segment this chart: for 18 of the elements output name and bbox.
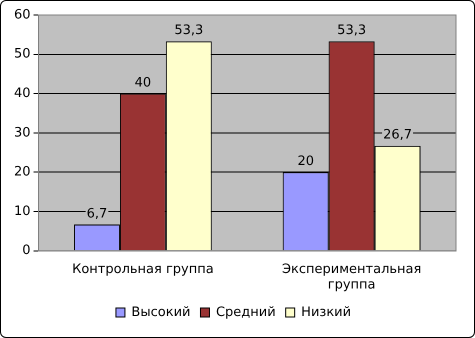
y-tick-label: 20 [14,164,31,180]
data-label: 40 [134,75,152,90]
data-label: 53,3 [174,23,204,38]
data-label: 6,7 [86,206,108,222]
data-label: 20 [297,154,314,170]
y-tick-label: 30 [14,125,31,140]
legend-label: Средний [216,304,276,320]
y-tick-label: 50 [14,46,31,62]
x-tick-label: Экспериментальная группа [282,262,422,293]
x-tick-label: Контрольная группа [72,262,214,277]
y-tick-label: 40 [14,86,31,101]
data-label: 53,3 [337,23,366,38]
y-tick-label: 60 [14,7,31,22]
legend-label: Низкий [301,304,352,320]
data-label: 26,7 [383,128,412,143]
legend-label: Высокий [131,304,190,320]
y-tick-label: 10 [14,204,31,219]
y-tick-label: 0 [22,243,31,258]
